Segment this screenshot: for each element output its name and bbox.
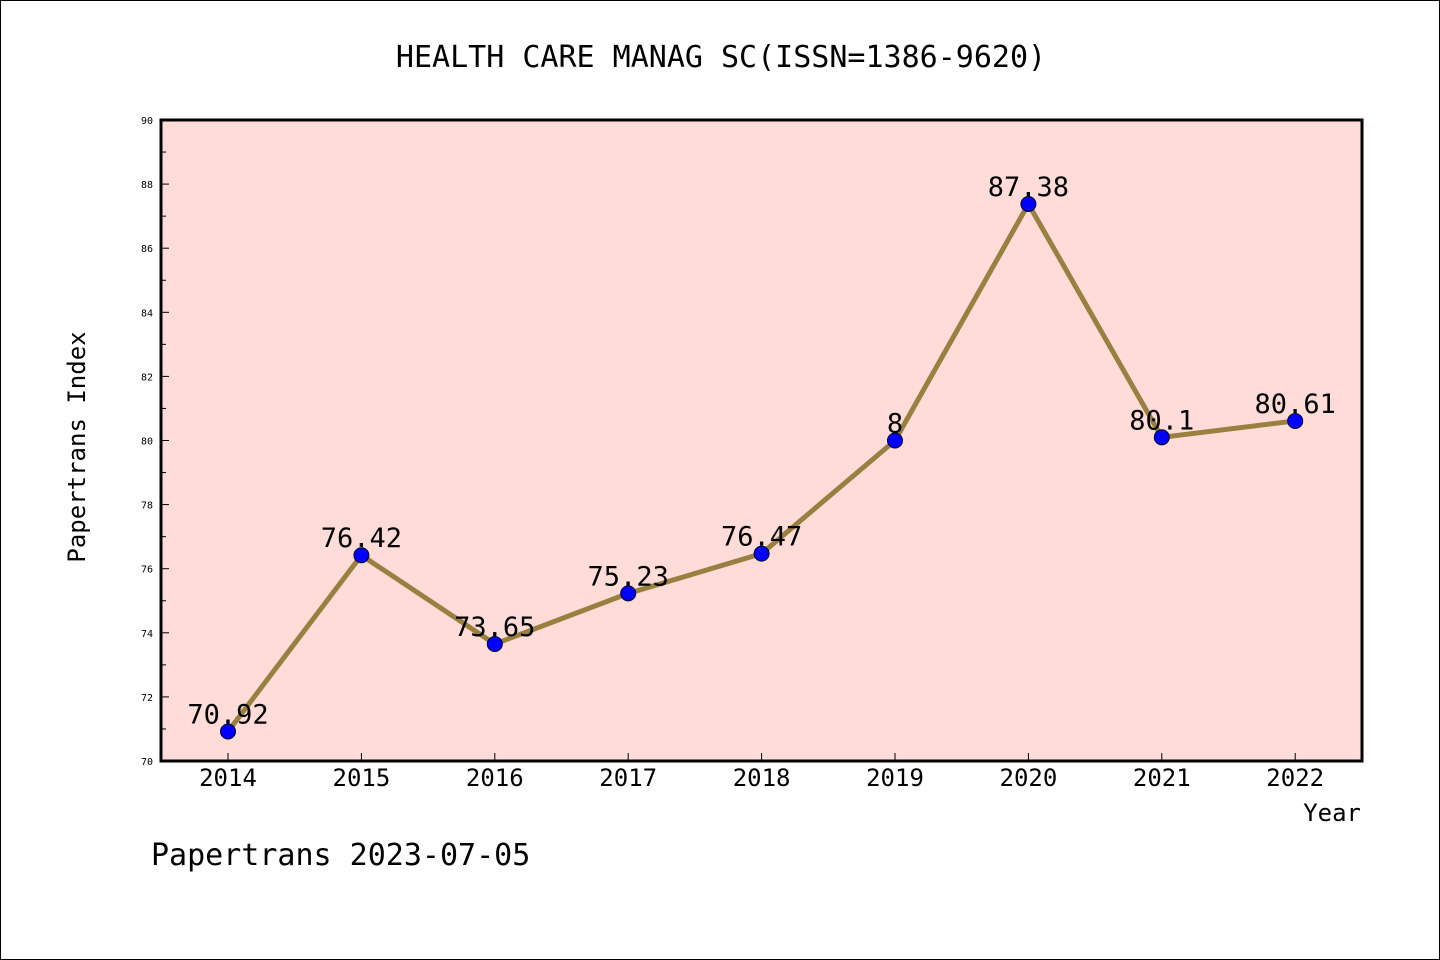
data-label: 80.61 <box>1255 389 1336 420</box>
data-point <box>1020 195 1037 212</box>
data-label: 76.42 <box>321 523 402 554</box>
y-tick-label: 74 <box>141 629 153 640</box>
x-axis-label: Year <box>1303 799 1361 827</box>
data-label: 76.47 <box>721 522 802 553</box>
y-axis-label: Papertrans Index <box>63 331 91 562</box>
x-tick-label: 2021 <box>1133 764 1191 792</box>
y-tick-label: 84 <box>141 308 153 319</box>
y-tick-label: 86 <box>141 244 153 255</box>
y-tick-label: 78 <box>141 501 153 512</box>
data-labels: 70.92 76.42 73.65 75.23 76.47 8 87.38 80.1 80.61 <box>187 172 1335 731</box>
plot-area <box>159 118 1364 763</box>
data-points <box>220 195 1304 740</box>
x-axis: 2014 2015 2016 2017 2018 2019 2020 2021 2022 <box>199 753 1324 792</box>
data-label: 87.38 <box>988 172 1069 203</box>
footer-credit: Papertrans 2023-07-05 <box>151 838 530 873</box>
data-point <box>620 585 637 602</box>
x-tick-label: 2014 <box>199 764 257 792</box>
y-tick-label: 72 <box>141 693 153 704</box>
x-tick-label: 2018 <box>733 764 791 792</box>
data-point <box>753 545 770 562</box>
data-label: 8 <box>887 409 903 440</box>
chart-title: HEALTH CARE MANAG SC(ISSN=1386-9620) <box>396 40 1046 75</box>
y-tick-label: 76 <box>141 565 153 576</box>
x-tick-label: 2015 <box>333 764 391 792</box>
data-point <box>486 636 503 653</box>
x-tick-label: 2022 <box>1266 764 1324 792</box>
x-tick-label: 2016 <box>466 764 524 792</box>
y-tick-label: 80 <box>141 437 153 448</box>
data-point <box>220 723 236 740</box>
data-point <box>1153 429 1170 446</box>
data-point <box>353 547 370 564</box>
y-tick-label: 70 <box>141 757 153 768</box>
y-tick-label: 90 <box>141 116 153 127</box>
y-tick-label: 88 <box>141 180 153 191</box>
x-tick-label: 2020 <box>1000 764 1058 792</box>
data-label: 80.1 <box>1129 405 1194 436</box>
y-tick-label: 82 <box>141 372 153 383</box>
x-tick-label: 2019 <box>866 764 924 792</box>
data-label: 73.65 <box>454 612 535 643</box>
data-label: 75.23 <box>588 561 669 592</box>
data-point <box>1287 412 1304 429</box>
data-point <box>887 432 903 449</box>
y-axis: 70 72 74 76 78 80 82 84 86 88 90 <box>141 116 169 768</box>
data-label: 70.92 <box>187 700 268 731</box>
x-tick-label: 2017 <box>599 764 657 792</box>
